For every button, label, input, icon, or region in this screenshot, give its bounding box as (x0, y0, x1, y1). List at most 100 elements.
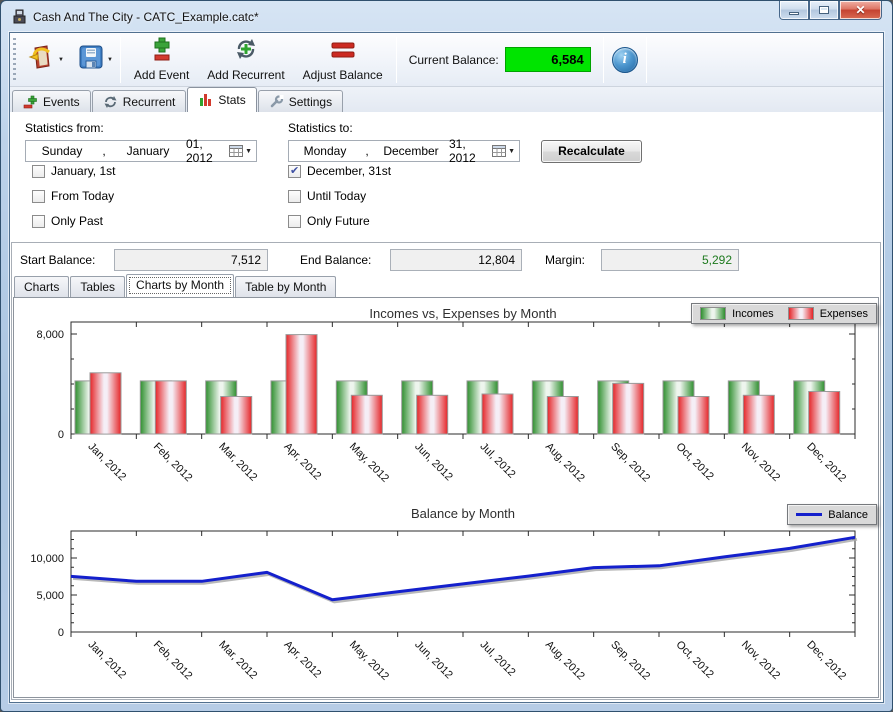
expense-bar-Sep (613, 383, 644, 434)
charts-subtabs: Charts Tables Charts by Month Table by M… (14, 274, 337, 297)
plus-minus-icon (23, 95, 38, 109)
checkbox-box[interactable] (32, 165, 45, 178)
balance-chart: Balance by Month Balance 05,00010,000Jan… (15, 498, 885, 700)
maximize-button[interactable] (809, 1, 839, 20)
tab-settings[interactable]: Settings (258, 90, 343, 112)
checkbox-label: January, 1st (51, 164, 115, 178)
tab-stats[interactable]: Stats (187, 87, 256, 112)
recalculate-button[interactable]: Recalculate (541, 140, 642, 163)
svg-text:Sep, 2012: Sep, 2012 (608, 639, 652, 683)
svg-text:Jan, 2012: Jan, 2012 (86, 441, 129, 484)
current-balance-value: 6,584 (505, 47, 591, 72)
checkbox-box[interactable] (32, 215, 45, 228)
svg-text:Oct, 2012: Oct, 2012 (674, 639, 716, 681)
checkbox-box[interactable] (32, 190, 45, 203)
from-day-name[interactable]: Sunday (26, 144, 98, 158)
expense-bar-May (351, 395, 382, 434)
incomes-expenses-chart: Incomes vs, Expenses by Month Incomes Ex… (15, 300, 885, 496)
bar-chart-legend: Incomes Expenses (691, 303, 877, 324)
legend-label: Expenses (820, 308, 868, 320)
client-area: ▼ ▼ Add Event Add Recurrent (9, 32, 884, 703)
end-balance-field[interactable]: 12,804 (390, 249, 522, 271)
statistics-from-picker[interactable]: Sunday , January 01, 2012 ▼ (25, 140, 257, 162)
expense-bar-Jul (482, 394, 513, 434)
svg-text:Nov, 2012: Nov, 2012 (739, 639, 782, 682)
checkbox-from-today[interactable]: From Today (32, 189, 114, 203)
from-day-year[interactable]: 01, 2012 (186, 137, 229, 165)
close-button[interactable]: ✕ (839, 1, 882, 20)
add-recurrent-label: Add Recurrent (207, 68, 284, 82)
to-day-year[interactable]: 31, 2012 (449, 137, 492, 165)
calendar-dropdown-button[interactable]: ▼ (492, 145, 515, 157)
subtab-charts[interactable]: Charts (14, 276, 69, 297)
tab-recurrent[interactable]: Recurrent (92, 90, 187, 112)
save-button[interactable]: ▼ (75, 41, 116, 78)
checkbox-until-today[interactable]: Until Today (288, 189, 366, 203)
svg-text:Apr, 2012: Apr, 2012 (282, 639, 324, 681)
statistics-to-label: Statistics to: (288, 121, 353, 135)
expense-bar-Mar (221, 397, 252, 435)
chevron-down-icon: ▼ (508, 148, 515, 155)
checkbox-label: Until Today (307, 189, 366, 203)
subtab-charts-by-month[interactable]: Charts by Month (126, 274, 234, 297)
tab-events[interactable]: Events (12, 90, 91, 112)
checkbox-only-past[interactable]: Only Past (32, 214, 103, 228)
svg-text:Feb, 2012: Feb, 2012 (151, 639, 195, 683)
window-title: Cash And The City - CATC_Example.catc* (33, 10, 259, 24)
checkbox-label: Only Past (51, 214, 103, 228)
checkbox-box[interactable] (288, 165, 301, 178)
chevron-down-icon[interactable]: ▼ (58, 57, 64, 63)
app-icon (11, 8, 28, 25)
checkbox-only-future[interactable]: Only Future (288, 214, 370, 228)
minimize-icon (789, 12, 799, 15)
adjust-balance-button[interactable]: Adjust Balance (294, 35, 392, 85)
chevron-down-icon[interactable]: ▼ (107, 57, 113, 63)
info-button[interactable]: i (612, 47, 638, 73)
wrench-icon (269, 95, 284, 109)
from-comma: , (98, 144, 110, 158)
to-day-name[interactable]: Monday (289, 144, 361, 158)
line-chart-canvas: 05,00010,000Jan, 2012Feb, 2012Mar, 2012A… (15, 498, 883, 700)
margin-field[interactable]: 5,292 (601, 249, 739, 271)
calendar-dropdown-button[interactable]: ▼ (229, 145, 252, 157)
expense-bar-Oct (678, 397, 709, 435)
svg-text:Oct, 2012: Oct, 2012 (674, 441, 716, 483)
balance-line-swatch-icon (796, 508, 822, 521)
statistics-to-picker[interactable]: Monday , December 31, 2012 ▼ (288, 140, 520, 162)
subtab-table-by-month[interactable]: Table by Month (235, 276, 336, 297)
tab-label: Events (43, 95, 80, 109)
toolbar-separator (120, 37, 121, 83)
start-balance-label: Start Balance: (20, 253, 95, 267)
checkbox-box[interactable] (288, 190, 301, 203)
legend-item-expenses: Expenses (788, 307, 868, 320)
title-bar[interactable]: Cash And The City - CATC_Example.catc* ✕ (1, 1, 892, 32)
main-tabstrip: Events Recurrent Stats Settings (10, 87, 883, 112)
from-month[interactable]: January (110, 144, 186, 158)
svg-text:Aug, 2012: Aug, 2012 (543, 639, 587, 683)
expense-bar-Feb (155, 381, 186, 434)
checkbox-january-1st[interactable]: January, 1st (32, 164, 115, 178)
statistics-from-label: Statistics from: (25, 121, 104, 135)
add-event-button[interactable]: Add Event (125, 35, 198, 85)
current-balance-label: Current Balance: (409, 53, 499, 67)
expense-bar-Nov (743, 395, 774, 434)
svg-text:10,000: 10,000 (30, 553, 64, 565)
add-event-label: Add Event (134, 68, 189, 82)
to-month[interactable]: December (373, 144, 449, 158)
incomes-swatch-icon (700, 307, 726, 320)
expense-bar-Dec (809, 392, 840, 435)
tab-label: Settings (289, 95, 332, 109)
svg-text:Mar, 2012: Mar, 2012 (216, 639, 259, 682)
checkbox-box[interactable] (288, 215, 301, 228)
open-button[interactable]: ▼ (24, 40, 67, 79)
checkbox-label: Only Future (307, 214, 370, 228)
svg-text:Nov, 2012: Nov, 2012 (739, 441, 782, 484)
start-balance-field[interactable]: 7,512 (114, 249, 268, 271)
checkbox-december-31st[interactable]: December, 31st (288, 164, 391, 178)
toolbar-grip[interactable] (13, 38, 16, 82)
subtab-tables[interactable]: Tables (70, 276, 125, 297)
chevron-down-icon: ▼ (245, 148, 252, 155)
checkbox-label: December, 31st (307, 164, 391, 178)
minimize-button[interactable] (779, 1, 809, 20)
add-recurrent-button[interactable]: Add Recurrent (198, 35, 293, 85)
